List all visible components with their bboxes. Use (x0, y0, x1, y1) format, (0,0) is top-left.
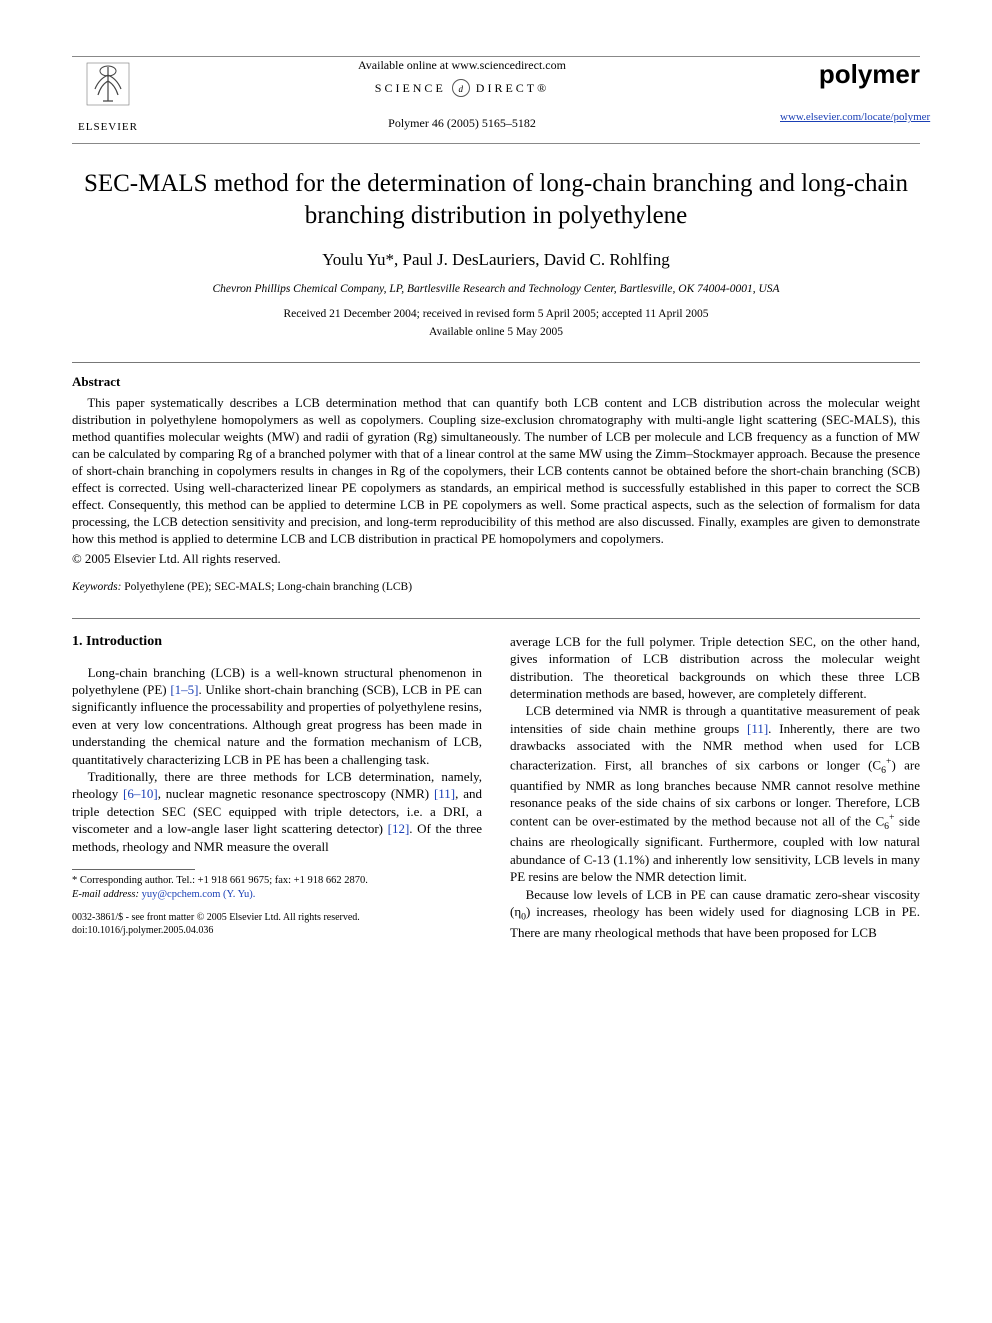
doi-line: doi:10.1016/j.polymer.2005.04.036 (72, 924, 482, 937)
keywords-text: Polyethylene (PE); SEC-MALS; Long-chain … (121, 581, 412, 593)
abstract-body: This paper systematically describes a LC… (72, 395, 920, 548)
right-column: average LCB for the full polymer. Triple… (510, 633, 920, 941)
body-columns: 1. Introduction Long-chain branching (LC… (72, 633, 920, 941)
ref-link-12[interactable]: [12] (388, 821, 410, 836)
affiliation: Chevron Phillips Chemical Company, LP, B… (72, 282, 920, 298)
received-dates: Received 21 December 2004; received in r… (72, 307, 920, 323)
sciencedirect-logo: SCIENCE d DIRECT® (375, 79, 549, 97)
left-column: 1. Introduction Long-chain branching (LC… (72, 633, 482, 941)
email-address[interactable]: yuy@cpchem.com (Y. Yu). (139, 889, 255, 900)
abstract-heading: Abstract (72, 373, 920, 391)
front-matter-line: 0032-3861/$ - see front matter © 2005 El… (72, 911, 482, 924)
intro-heading: 1. Introduction (72, 633, 482, 652)
ref-link-11a[interactable]: [11] (434, 786, 455, 801)
footer-block: 0032-3861/$ - see front matter © 2005 El… (72, 911, 482, 937)
email-label: E-mail address: (72, 889, 139, 900)
elsevier-tree-icon (72, 57, 144, 118)
keywords-label: Keywords: (72, 581, 121, 593)
corr-author-line: * Corresponding author. Tel.: +1 918 661… (72, 874, 482, 888)
header-center: Available online at www.sciencedirect.co… (144, 57, 780, 131)
available-online-text: Available online at www.sciencedirect.co… (164, 57, 760, 73)
copyright-line: © 2005 Elsevier Ltd. All rights reserved… (72, 551, 920, 568)
intro-p2: Traditionally, there are three methods f… (72, 768, 482, 855)
available-online-date: Available online 5 May 2005 (72, 325, 920, 341)
header-row: ELSEVIER Available online at www.science… (72, 57, 920, 135)
article-title: SEC-MALS method for the determination of… (72, 168, 920, 233)
sd-circle-icon: d (452, 79, 470, 97)
intro-p1: Long-chain branching (LCB) is a well-kno… (72, 664, 482, 768)
header-bottom-rule (72, 143, 920, 144)
right-p1: average LCB for the full polymer. Triple… (510, 633, 920, 703)
sd-left: SCIENCE (375, 80, 446, 96)
right-p3: Because low levels of LCB in PE can caus… (510, 886, 920, 941)
abstract-bottom-rule (72, 618, 920, 619)
abstract-text: This paper systematically describes a LC… (72, 395, 920, 548)
publisher-name: ELSEVIER (72, 120, 144, 135)
corresponding-author-footnote: * Corresponding author. Tel.: +1 918 661… (72, 874, 482, 901)
footnote-rule (72, 869, 195, 870)
email-line: E-mail address: yuy@cpchem.com (Y. Yu). (72, 888, 482, 902)
journal-url-link[interactable]: www.elsevier.com/locate/polymer (780, 110, 920, 125)
journal-logo-block: polymer www.elsevier.com/locate/polymer (780, 57, 920, 125)
publisher-logo: ELSEVIER (72, 57, 144, 135)
intro-p2b: , nuclear magnetic resonance spectroscop… (158, 786, 434, 801)
authors: Youlu Yu*, Paul J. DesLauriers, David C.… (72, 249, 920, 272)
right-p2: LCB determined via NMR is through a quan… (510, 702, 920, 885)
sd-right: DIRECT® (476, 80, 549, 96)
journal-reference: Polymer 46 (2005) 5165–5182 (164, 115, 760, 131)
ref-link-6-10[interactable]: [6–10] (123, 786, 158, 801)
right-p3b: ) increases, rheology has been widely us… (510, 904, 920, 940)
abstract-top-rule (72, 362, 920, 363)
journal-name: polymer (780, 57, 920, 92)
keywords-line: Keywords: Polyethylene (PE); SEC-MALS; L… (72, 580, 920, 596)
ref-link-11b[interactable]: [11] (747, 721, 768, 736)
ref-link-1-5[interactable]: [1–5] (170, 682, 198, 697)
